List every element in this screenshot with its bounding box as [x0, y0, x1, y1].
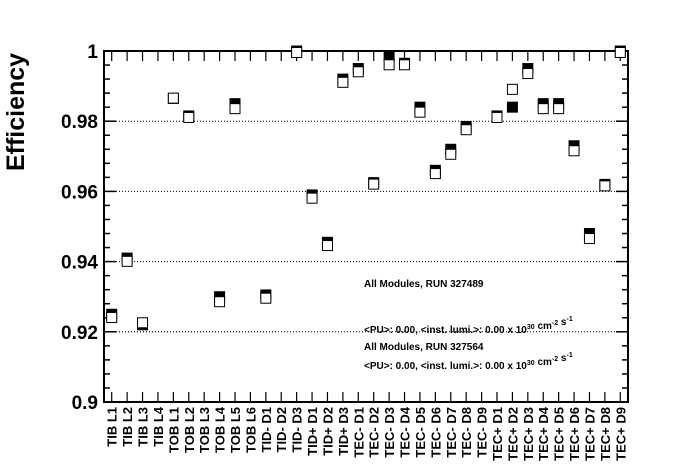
point-open-square [460, 124, 472, 136]
y-tick-label: 0.96 [61, 182, 98, 203]
x-category-label: TIB L4 [151, 406, 166, 446]
axes [103, 50, 629, 403]
x-category-label: TOB L1 [166, 407, 181, 453]
point-open-square [321, 240, 333, 252]
x-category-label: TEC- D7 [444, 407, 459, 458]
x-category-label: TEC- D8 [459, 407, 474, 458]
point-open-square [260, 292, 272, 304]
x-category-label: TEC- D4 [398, 406, 413, 457]
y-axis-ticks: 0.9 0.92 0.94 0.96 0.98 1 [61, 42, 628, 414]
legend-run-label: All Modules, RUN 327489 [364, 279, 484, 290]
grid-lines [104, 120, 628, 333]
data-points [106, 45, 626, 331]
x-category-label: TEC+ D6 [567, 407, 582, 461]
legend-lumi-label: <PU>: 0.00, <inst. lumi.>: 0.00 x 1030 c… [364, 352, 573, 372]
point-open-square [614, 47, 626, 58]
x-category-label: TOB L2 [182, 407, 197, 453]
point-open-square [106, 312, 118, 324]
point-open-square [167, 92, 179, 104]
x-category-label: TEC- D2 [367, 407, 382, 458]
y-tick-label: 0.92 [61, 323, 98, 344]
x-category-label: TEC- D3 [382, 407, 397, 458]
x-category-label: TEC+ D8 [598, 407, 613, 461]
x-category-label: TEC- D5 [413, 407, 428, 458]
x-category-label: TID- D2 [274, 407, 289, 453]
point-open-square [491, 111, 503, 123]
point-open-square [537, 103, 549, 115]
point-open-square [583, 233, 595, 245]
x-category-label: TEC+ D2 [505, 407, 520, 461]
point-open-square [599, 180, 611, 192]
point-open-square [414, 106, 426, 118]
plot-frame [103, 50, 629, 403]
point-open-square [399, 59, 411, 71]
y-tick-label: 0.9 [72, 393, 98, 414]
y-axis-label: Efficiency [2, 53, 30, 171]
x-category-label: TEC- D1 [351, 407, 366, 458]
x-category-label: TEC+ D1 [490, 407, 505, 461]
x-category-label: TIB L1 [105, 407, 120, 447]
x-category-label: TEC+ D4 [536, 406, 551, 461]
x-category-label: TEC+ D7 [582, 407, 597, 461]
x-category-label: TID- D1 [259, 407, 274, 453]
x-category-label: TID+ D3 [336, 407, 351, 456]
point-open-square [137, 317, 149, 329]
x-axis-category-labels: TIB L1 TIB L2 TIB L3 TIB L4 TOB L1 TOB L2 TOB … [105, 406, 629, 461]
x-category-label: TIB L2 [120, 407, 135, 447]
point-open-square [306, 192, 318, 204]
point-open-square [368, 178, 380, 190]
x-category-label: TEC- D9 [475, 407, 490, 458]
x-category-label: TOB L4 [213, 406, 228, 453]
y-tick-label: 0.94 [61, 253, 98, 274]
x-category-label: TIB L3 [136, 407, 151, 447]
point-open-square [352, 66, 364, 78]
x-category-label: TID+ D2 [320, 407, 335, 456]
y-tick-label: 1 [87, 42, 98, 63]
point-open-square [383, 59, 395, 71]
point-open-square [445, 148, 457, 160]
point-open-square [429, 168, 441, 180]
point-open-square [568, 145, 580, 157]
point-open-square [183, 111, 195, 123]
point-filled-square [506, 101, 518, 113]
x-category-label: TOB L3 [197, 407, 212, 453]
legend-lumi-label: <PU>: 0.00, <inst. lumi.>: 0.00 x 1030 c… [364, 316, 573, 336]
point-open-square [214, 296, 226, 308]
point-open-square [506, 83, 518, 95]
point-open-square [337, 76, 349, 88]
point-open-square [553, 103, 565, 115]
legend: All Modules, RUN 327489 <PU>: 0.00, <inst… [364, 279, 573, 372]
y-tick-label: 0.98 [61, 112, 98, 133]
x-category-label: TOB L6 [243, 407, 258, 453]
point-open-square [522, 68, 534, 80]
x-category-label: TEC+ D5 [552, 407, 567, 461]
x-category-label: TID+ D1 [305, 407, 320, 456]
x-category-label: TOB L5 [228, 407, 243, 453]
x-category-label: TEC- D6 [428, 407, 443, 458]
point-open-square [291, 47, 303, 58]
x-category-label: TEC+ D3 [521, 407, 536, 461]
x-category-label: TID- D3 [290, 407, 305, 453]
x-category-label: TEC+ D9 [613, 407, 628, 461]
point-open-square [121, 255, 133, 267]
legend-run-label: All Modules, RUN 327564 [364, 342, 484, 353]
point-open-square [229, 103, 241, 115]
